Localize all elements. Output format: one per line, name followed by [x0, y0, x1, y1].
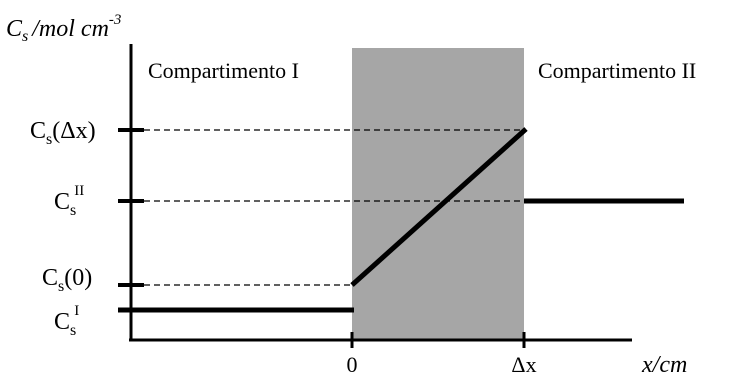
y-label-cs-i: CsI	[54, 303, 79, 339]
y-label-cs-0: Cs(0)	[42, 265, 92, 295]
x-axis-title: x/cm	[641, 352, 687, 374]
y-label-cs-dx: Cs(Δx)	[30, 118, 96, 148]
x-label-dx: Δx	[511, 352, 536, 374]
y-label-cs-ii: CsII	[54, 183, 84, 219]
membrane-region	[352, 48, 524, 340]
y-axis-title: Cs/mol cm-3	[6, 12, 121, 45]
region-label-right: Compartimento II	[538, 58, 696, 83]
region-label-left: Compartimento I	[148, 58, 299, 83]
x-label-zero: 0	[347, 352, 358, 374]
profile-membrane	[350, 127, 528, 287]
